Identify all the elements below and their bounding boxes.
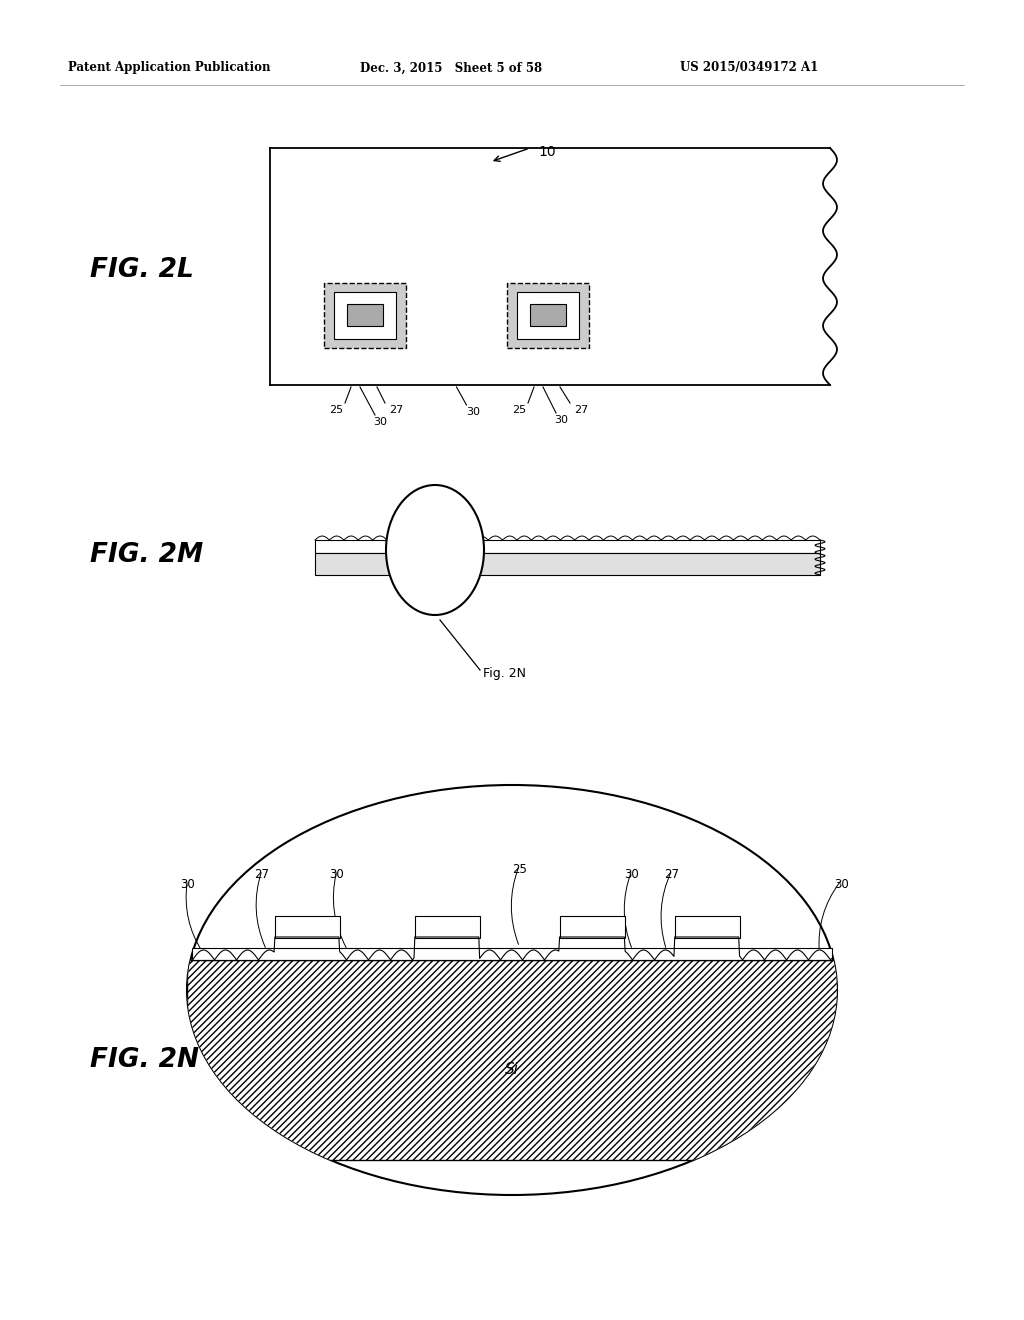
Bar bbox=[517, 292, 579, 338]
Text: 27: 27 bbox=[255, 869, 269, 880]
Bar bbox=[675, 916, 739, 939]
Text: 30: 30 bbox=[835, 878, 849, 891]
Bar bbox=[415, 916, 479, 939]
Bar bbox=[193, 948, 831, 960]
Text: US 2015/0349172 A1: US 2015/0349172 A1 bbox=[680, 62, 818, 74]
Text: FIG. 2L: FIG. 2L bbox=[90, 257, 194, 282]
Bar bbox=[315, 553, 820, 576]
Text: 30: 30 bbox=[180, 878, 195, 891]
Text: Fig. 2N: Fig. 2N bbox=[483, 667, 526, 680]
Bar bbox=[315, 540, 820, 553]
Text: 27: 27 bbox=[389, 405, 403, 414]
Bar bbox=[334, 292, 396, 338]
Text: 30: 30 bbox=[330, 869, 344, 880]
Text: 27: 27 bbox=[574, 405, 588, 414]
Text: 30: 30 bbox=[625, 869, 639, 880]
Text: FIG. 2N: FIG. 2N bbox=[90, 1047, 199, 1073]
Text: 27: 27 bbox=[665, 869, 680, 880]
Text: 30: 30 bbox=[467, 407, 480, 417]
Text: Dec. 3, 2015   Sheet 5 of 58: Dec. 3, 2015 Sheet 5 of 58 bbox=[360, 62, 542, 74]
Text: Patent Application Publication: Patent Application Publication bbox=[68, 62, 270, 74]
Ellipse shape bbox=[187, 785, 837, 1195]
Text: 10: 10 bbox=[538, 145, 556, 158]
Text: 30: 30 bbox=[373, 417, 387, 426]
Text: 25: 25 bbox=[329, 405, 343, 414]
Bar bbox=[347, 304, 383, 326]
Bar bbox=[507, 282, 589, 347]
Bar bbox=[187, 960, 837, 1160]
Bar bbox=[324, 282, 406, 347]
Bar bbox=[530, 304, 566, 326]
Text: 25: 25 bbox=[512, 405, 526, 414]
Text: 30: 30 bbox=[554, 414, 568, 425]
Text: FIG. 2M: FIG. 2M bbox=[90, 543, 203, 568]
Text: Si: Si bbox=[505, 1063, 519, 1077]
Text: 25: 25 bbox=[512, 863, 527, 876]
Ellipse shape bbox=[386, 484, 484, 615]
Bar bbox=[559, 916, 625, 939]
Bar bbox=[274, 916, 340, 939]
